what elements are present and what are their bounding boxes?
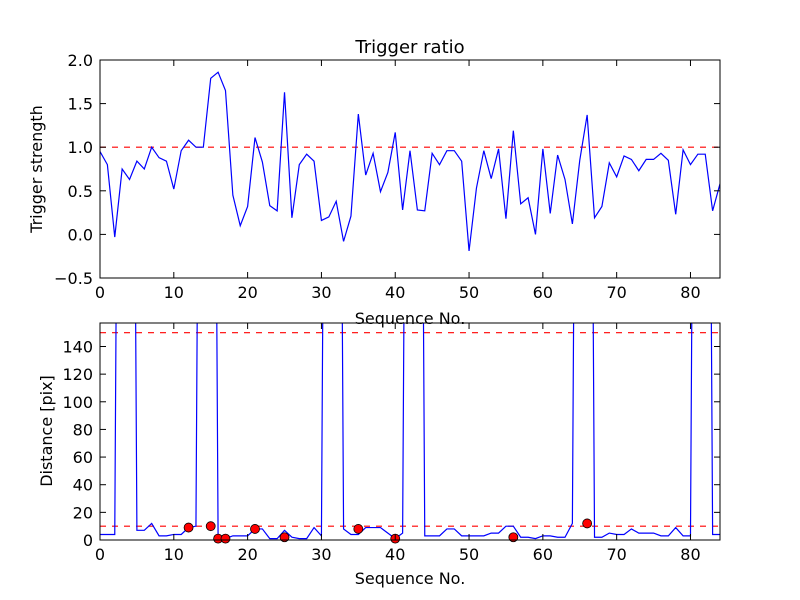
distance-axes-frame bbox=[99, 322, 721, 541]
y-tick-label-1: 20 bbox=[73, 503, 93, 522]
x-tick-label-4: 40 bbox=[385, 545, 405, 564]
x-tick-label-1: 10 bbox=[164, 283, 184, 302]
y-tick-label-1: 0.0 bbox=[68, 225, 93, 244]
x-tick-label-7: 70 bbox=[606, 283, 626, 302]
distance-x-ticks: 0 10 20 30 40 50 60 70 80 bbox=[95, 323, 701, 564]
x-tick-label-8: 80 bbox=[680, 283, 700, 302]
x-tick-label-0: 0 bbox=[95, 545, 105, 564]
trigger-ratio-y-axis-label: Trigger strength bbox=[27, 105, 46, 234]
data-point-0 bbox=[183, 522, 194, 533]
data-point-3 bbox=[220, 533, 231, 544]
data-point-6 bbox=[353, 524, 364, 534]
y-tick-label-2: 40 bbox=[73, 476, 93, 495]
y-tick-label-6: 120 bbox=[62, 365, 93, 384]
distance-x-axis-label: Sequence No. bbox=[355, 569, 466, 588]
x-tick-label-2: 20 bbox=[237, 545, 257, 564]
x-tick-label-3: 30 bbox=[311, 283, 331, 302]
x-tick-label-0: 0 bbox=[95, 283, 105, 302]
y-tick-label-0: −0.5 bbox=[54, 269, 93, 288]
x-tick-label-2: 20 bbox=[237, 283, 257, 302]
y-tick-label-5: 100 bbox=[62, 393, 93, 412]
series-line bbox=[100, 71, 720, 252]
y-tick-label-4: 80 bbox=[73, 420, 93, 439]
y-tick-label-3: 60 bbox=[73, 448, 93, 467]
x-tick-label-7: 70 bbox=[606, 545, 626, 564]
y-tick-label-5: 2.0 bbox=[68, 51, 93, 70]
x-tick-label-1: 10 bbox=[164, 545, 184, 564]
x-tick-label-6: 60 bbox=[533, 283, 553, 302]
chart-title: Trigger ratio bbox=[354, 37, 464, 58]
data-point-8 bbox=[508, 532, 519, 543]
x-tick-label-5: 50 bbox=[459, 283, 479, 302]
y-tick-label-3: 1.0 bbox=[68, 138, 93, 157]
x-tick-label-5: 50 bbox=[459, 545, 479, 564]
trigger-ratio-x-axis-label: Sequence No. bbox=[355, 309, 466, 328]
distance-chart: 0 10 20 30 40 50 60 70 80 0 20 40 60 80 100 120 140 Seq… bbox=[37, 322, 721, 588]
x-tick-label-4: 40 bbox=[385, 283, 405, 302]
data-point-1 bbox=[205, 521, 216, 532]
y-tick-label-2: 0.5 bbox=[68, 182, 93, 201]
data-point-9 bbox=[582, 518, 593, 529]
y-tick-label-7: 140 bbox=[62, 337, 93, 356]
y-tick-label-0: 0 bbox=[83, 531, 93, 550]
data-point-4 bbox=[250, 524, 260, 534]
series-line bbox=[100, 323, 720, 540]
x-tick-label-3: 30 bbox=[311, 545, 331, 564]
data-point-5 bbox=[279, 532, 290, 543]
trigger-ratio-plot-area bbox=[100, 71, 720, 252]
x-tick-label-6: 60 bbox=[533, 545, 553, 564]
distance-y-ticks: 0 20 40 60 80 100 120 140 bbox=[62, 337, 720, 550]
trigger-ratio-chart: Trigger ratio 0 10 20 30 40 50 60 70 80 −0.50.00… bbox=[27, 37, 721, 328]
x-tick-label-8: 80 bbox=[680, 545, 700, 564]
trigger-ratio-y-ticks: −0.5 0.0 0.5 1.0 1.5 2.0 bbox=[54, 51, 720, 288]
distance-plot-area bbox=[100, 323, 720, 544]
y-tick-label-4: 1.5 bbox=[68, 95, 93, 114]
trigger-ratio-x-ticks: 0 10 20 30 40 50 60 70 80 bbox=[95, 60, 701, 302]
trigger-ratio-axes-frame bbox=[99, 59, 721, 279]
distance-y-axis-label: Distance [pix] bbox=[37, 375, 56, 487]
